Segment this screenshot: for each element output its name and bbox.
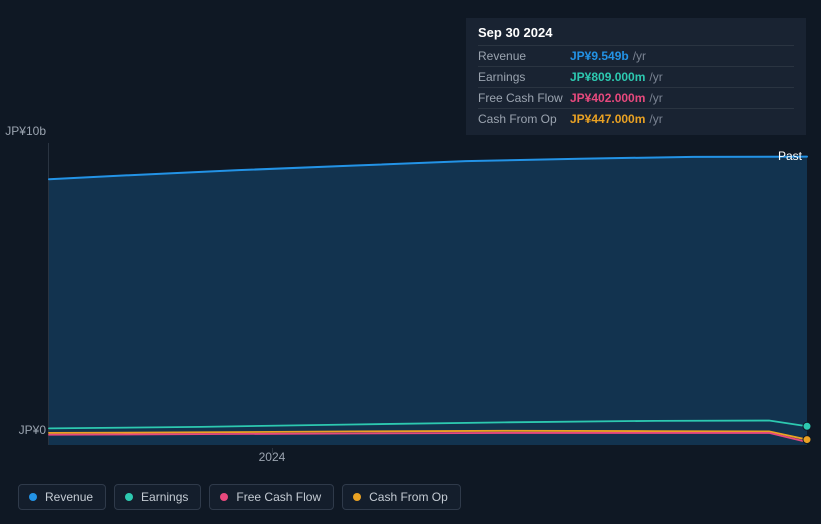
chart-legend: Revenue Earnings Free Cash Flow Cash From O… xyxy=(18,484,461,510)
tooltip-date: Sep 30 2024 xyxy=(478,25,794,46)
legend-dot-icon xyxy=(125,493,133,501)
earnings-revenue-chart: JP¥10b JP¥0 Past 2024 xyxy=(16,125,806,465)
yaxis-label-bottom: JP¥0 xyxy=(2,423,46,437)
tooltip-row: Cash From OpJP¥447.000m/yr xyxy=(478,109,794,129)
tooltip-row-label: Earnings xyxy=(478,70,570,84)
chart-tooltip: Sep 30 2024 RevenueJP¥9.549b/yrEarningsJ… xyxy=(466,18,806,135)
tooltip-row-label: Free Cash Flow xyxy=(478,91,570,105)
tooltip-row: Free Cash FlowJP¥402.000m/yr xyxy=(478,88,794,109)
legend-label: Free Cash Flow xyxy=(236,490,321,504)
tooltip-row-value: JP¥447.000m xyxy=(570,112,645,126)
legend-dot-icon xyxy=(29,493,37,501)
legend-item[interactable]: Cash From Op xyxy=(342,484,461,510)
tooltip-row: RevenueJP¥9.549b/yr xyxy=(478,46,794,67)
legend-label: Cash From Op xyxy=(369,490,448,504)
past-label: Past xyxy=(778,149,802,163)
tooltip-row-value: JP¥9.549b xyxy=(570,49,629,63)
yaxis-label-top: JP¥10b xyxy=(2,124,46,138)
legend-dot-icon xyxy=(220,493,228,501)
xaxis-label: 2024 xyxy=(259,450,286,464)
legend-dot-icon xyxy=(353,493,361,501)
chart-svg xyxy=(49,143,807,445)
tooltip-row-value: JP¥809.000m xyxy=(570,70,645,84)
plot-area[interactable]: Past xyxy=(48,143,806,445)
tooltip-row-label: Cash From Op xyxy=(478,112,570,126)
tooltip-row-suffix: /yr xyxy=(649,112,662,126)
tooltip-row-suffix: /yr xyxy=(649,70,662,84)
legend-item[interactable]: Free Cash Flow xyxy=(209,484,334,510)
tooltip-row-value: JP¥402.000m xyxy=(570,91,645,105)
tooltip-row: EarningsJP¥809.000m/yr xyxy=(478,67,794,88)
legend-item[interactable]: Revenue xyxy=(18,484,106,510)
tooltip-row-suffix: /yr xyxy=(633,49,646,63)
legend-item[interactable]: Earnings xyxy=(114,484,201,510)
tooltip-row-suffix: /yr xyxy=(649,91,662,105)
tooltip-row-label: Revenue xyxy=(478,49,570,63)
legend-label: Earnings xyxy=(141,490,188,504)
legend-label: Revenue xyxy=(45,490,93,504)
